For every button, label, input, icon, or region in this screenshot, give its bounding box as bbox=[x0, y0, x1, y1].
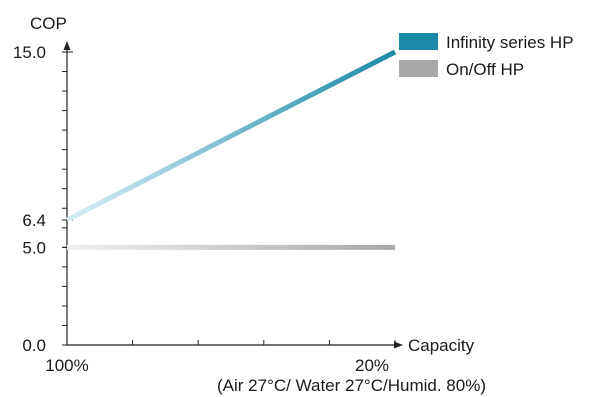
x-axis-note: (Air 27°C/ Water 27°C/Humid. 80%) bbox=[217, 376, 486, 395]
y-axis-arrow bbox=[63, 41, 71, 50]
x-tick-label: 100% bbox=[45, 356, 88, 375]
legend-label-0: Infinity series HP bbox=[446, 33, 574, 52]
y-tick-label: 0.0 bbox=[22, 336, 46, 355]
x-tick-label: 20% bbox=[355, 356, 389, 375]
series-lines bbox=[65, 49, 397, 250]
x-axis-arrow bbox=[394, 341, 403, 349]
legend-swatch-1 bbox=[399, 60, 438, 77]
y-tick-label: 5.0 bbox=[22, 238, 46, 257]
y-tick-label: 6.4 bbox=[22, 211, 46, 230]
x-axis-title: Capacity bbox=[408, 336, 475, 355]
y-axis-title: COP bbox=[30, 14, 67, 33]
series-line-0 bbox=[65, 49, 397, 223]
axes bbox=[62, 41, 403, 349]
axis-labels: 0.0 5.0 6.4 15.0 100% 20% COP Capacity (Air 27°C… bbox=[13, 14, 486, 395]
legend: Infinity series HP On/Off HP bbox=[399, 33, 574, 79]
legend-label-1: On/Off HP bbox=[446, 60, 524, 79]
legend-swatch-0 bbox=[399, 33, 438, 50]
y-tick-label: 15.0 bbox=[13, 43, 46, 62]
